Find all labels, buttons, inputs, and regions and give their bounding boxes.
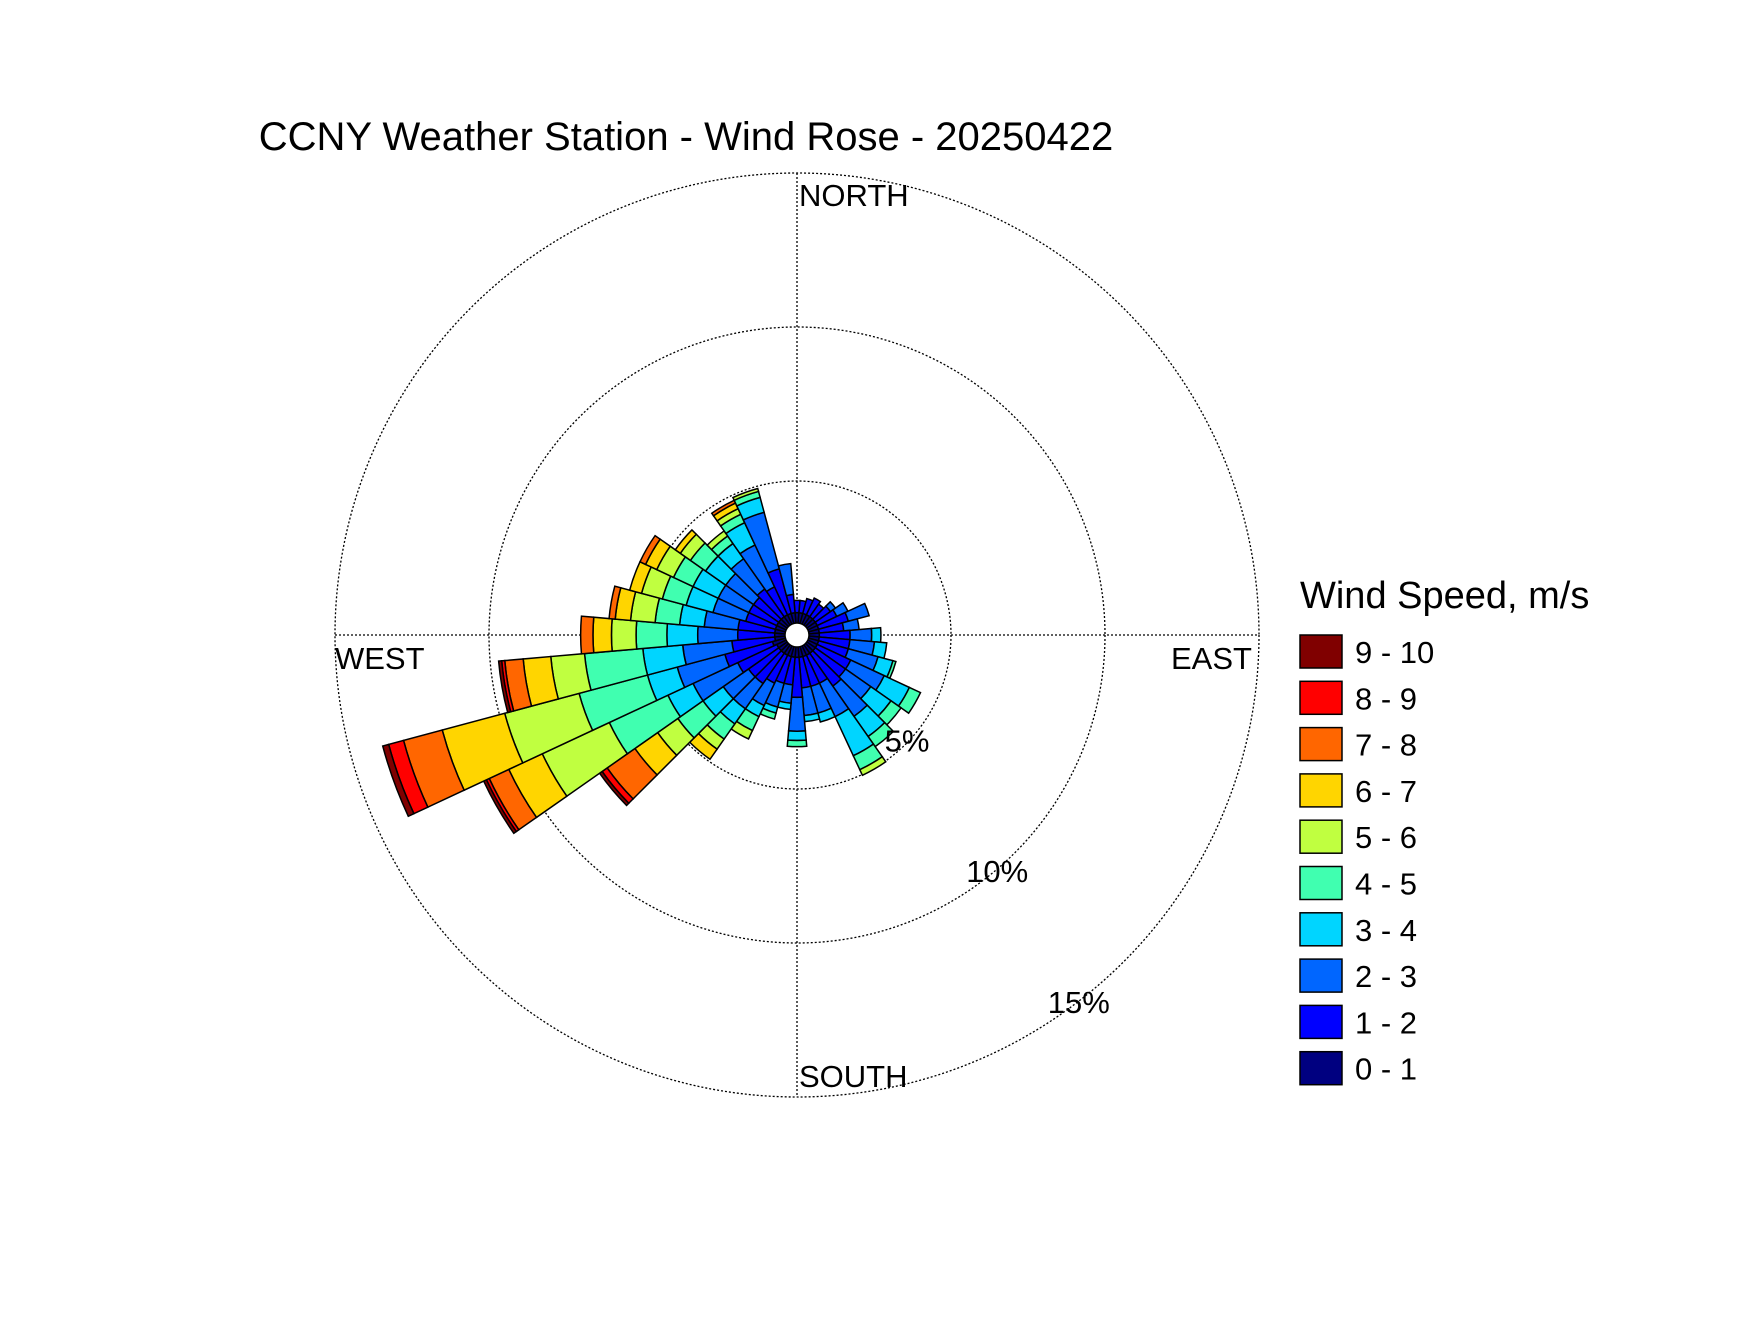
legend-label: 5 - 6 [1355,820,1417,855]
legend-swatch [1299,819,1343,854]
legend-label: 9 - 10 [1355,635,1434,670]
north-label: NORTH [799,178,909,213]
legend-swatch [1299,680,1343,716]
legend-label: 7 - 8 [1355,728,1417,763]
wind-sector-segment [610,618,638,652]
radial-tick-label: 5% [885,724,930,759]
legend-swatch [1299,773,1343,808]
south-label: SOUTH [799,1059,908,1094]
legend-label: 4 - 5 [1355,867,1417,902]
legend-label: 1 - 2 [1355,1005,1417,1040]
legend-swatch [1299,1050,1343,1086]
wind-sectors [381,487,922,835]
legend-label: 2 - 3 [1355,959,1417,994]
wind-sector-segment [805,597,822,618]
legend-title: Wind Speed, m/s [1300,575,1589,617]
wind-sector-segment [870,626,882,644]
radial-tick-label: 10% [966,854,1028,889]
wind-sector-segment [786,730,808,742]
legend-swatch [1299,1004,1343,1040]
legend-label: 3 - 4 [1355,913,1417,948]
chart-title: CCNY Weather Station - Wind Rose - 20250… [259,115,1114,159]
wind-sector-segment [858,755,887,777]
wind-sector-segment [381,743,415,818]
legend-swatch [1299,865,1343,901]
east-label: EAST [1171,641,1252,676]
wind-sector-segment [844,602,871,623]
wind-sector-segment [897,686,922,715]
wind-sector-segment [666,622,699,648]
wind-sector-segment [638,534,662,566]
legend-swatch [1299,634,1343,669]
wind-sector-segment [579,615,595,655]
wind-sector-segment [674,528,698,555]
wind-sector-segment [497,660,512,714]
legend-swatch [1299,958,1343,993]
legend-swatch [1299,912,1343,947]
legend-swatch [1299,726,1343,762]
legend-label: 0 - 1 [1355,1052,1417,1087]
west-label: WEST [335,641,425,676]
wind-sector-segment [592,616,613,654]
radial-tick-label: 15% [1048,985,1110,1020]
wind-sector-segment [608,585,622,620]
wind-sector-segment [635,620,669,650]
wind-sector-segment [731,487,760,502]
polar-labels: NORTH SOUTH WEST EAST 5% 10% 15% [335,178,1252,1094]
wind-sector-segment [817,707,837,723]
legend: Wind Speed, m/s 9 - 10 8 - 9 7 - 8 6 - 7 5 -… [1299,575,1589,1087]
wind-sector-segment [777,562,795,597]
legend-label: 8 - 9 [1355,681,1417,716]
legend-label: 6 - 7 [1355,774,1417,809]
center-hole [784,622,810,648]
wind-sector-segment [786,739,808,748]
